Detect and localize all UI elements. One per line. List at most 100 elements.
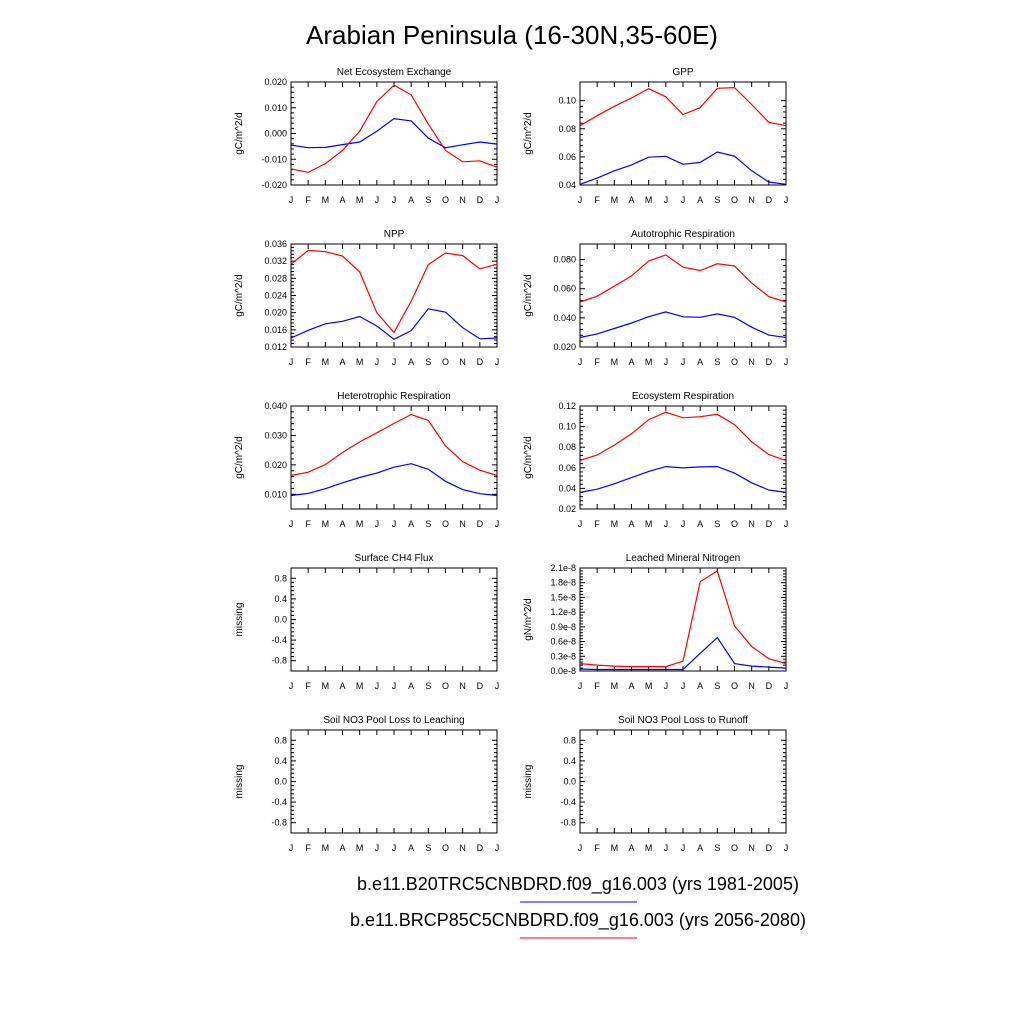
x-tick-label: N bbox=[748, 519, 755, 529]
series-line-2 bbox=[579, 411, 787, 461]
x-tick-label: F bbox=[305, 519, 311, 529]
y-tick-label: 2.1e-8 bbox=[550, 563, 576, 573]
y-tick-label: 0.10 bbox=[558, 422, 576, 432]
x-tick-label: M bbox=[645, 843, 653, 853]
series-line-2 bbox=[579, 569, 787, 668]
x-tick-label: M bbox=[645, 681, 653, 691]
x-tick-label: A bbox=[339, 843, 345, 853]
panel-leached-mineral-nitrogen: Leached Mineral Nitrogen 0.0e-8 0.3e-8 0.6e… bbox=[523, 553, 788, 691]
y-tick-label: 0.028 bbox=[264, 273, 287, 283]
series-line-2 bbox=[579, 254, 787, 303]
x-tick-label: J bbox=[495, 519, 500, 529]
panel-ecosystem-respiration: Ecosystem Respiration 0.02 0.04 0.06 0.08 0.1… bbox=[523, 391, 788, 529]
x-tick-label: J bbox=[578, 357, 583, 367]
y-tick-label: 0.020 bbox=[264, 460, 287, 470]
series-line-1 bbox=[579, 311, 787, 339]
x-tick-label: A bbox=[697, 357, 703, 367]
x-tick-label: S bbox=[714, 681, 720, 691]
x-tick-label: D bbox=[477, 357, 484, 367]
y-tick-label: 0.016 bbox=[264, 325, 287, 335]
y-tick-label: 0.020 bbox=[553, 342, 576, 352]
x-tick-label: M bbox=[611, 681, 619, 691]
y-axis-label: gC/m^2/d bbox=[523, 436, 534, 479]
y-axis-label: missing bbox=[234, 765, 245, 799]
x-tick-label: A bbox=[339, 681, 345, 691]
y-tick-label: 1.8e-8 bbox=[550, 578, 576, 588]
x-tick-label: M bbox=[611, 357, 619, 367]
x-tick-label: M bbox=[611, 195, 619, 205]
x-tick-label: N bbox=[748, 843, 755, 853]
x-tick-label: F bbox=[594, 357, 600, 367]
x-tick-label: F bbox=[594, 195, 600, 205]
x-tick-label: S bbox=[714, 357, 720, 367]
y-tick-label: 0.02 bbox=[558, 504, 576, 514]
panel-title: Surface CH4 Flux bbox=[355, 553, 434, 564]
x-tick-label: A bbox=[697, 681, 703, 691]
x-tick-label: A bbox=[339, 195, 345, 205]
x-tick-label: J bbox=[664, 681, 669, 691]
legend: b.e11.B20TRC5CNBDRD.f09_g16.003 (yrs 198… bbox=[350, 874, 806, 939]
panel-soil-no3-pool-loss-to-runoff: Soil NO3 Pool Loss to Runoff -0.8 -0.4 0.0 0… bbox=[523, 715, 788, 853]
panel-title: Heterotrophic Respiration bbox=[337, 391, 450, 402]
panel-title: Leached Mineral Nitrogen bbox=[626, 553, 741, 564]
x-tick-label: D bbox=[766, 357, 773, 367]
x-tick-label: D bbox=[477, 681, 484, 691]
y-tick-label: 0.0 bbox=[274, 777, 287, 787]
x-tick-label: F bbox=[305, 195, 311, 205]
y-tick-label: 0.020 bbox=[264, 308, 287, 318]
x-tick-label: A bbox=[408, 519, 414, 529]
x-tick-label: O bbox=[442, 357, 449, 367]
x-tick-label: J bbox=[681, 519, 686, 529]
panel-title: Soil NO3 Pool Loss to Leaching bbox=[323, 715, 464, 726]
x-tick-label: M bbox=[322, 843, 330, 853]
x-tick-label: A bbox=[408, 843, 414, 853]
x-tick-label: D bbox=[766, 843, 773, 853]
panels-group: Net Ecosystem Exchange -0.020 -0.010 0.000 0… bbox=[234, 67, 788, 853]
x-tick-label: J bbox=[784, 519, 789, 529]
plot-frame bbox=[579, 243, 787, 348]
x-tick-label: F bbox=[594, 843, 600, 853]
x-tick-label: S bbox=[425, 681, 431, 691]
x-tick-label: A bbox=[628, 843, 634, 853]
x-tick-label: J bbox=[392, 195, 397, 205]
y-axis-label: gC/m^2/d bbox=[234, 436, 245, 479]
y-tick-label: 0.030 bbox=[264, 430, 287, 440]
x-tick-label: J bbox=[289, 357, 294, 367]
x-tick-label: J bbox=[495, 195, 500, 205]
x-tick-label: J bbox=[784, 195, 789, 205]
x-tick-label: M bbox=[645, 357, 653, 367]
x-tick-label: A bbox=[697, 843, 703, 853]
x-tick-label: D bbox=[477, 519, 484, 529]
panel-title: Ecosystem Respiration bbox=[632, 391, 734, 402]
plot-frame bbox=[579, 81, 787, 186]
x-tick-label: J bbox=[375, 195, 380, 205]
y-tick-label: 0.3e-8 bbox=[550, 651, 576, 661]
y-tick-label: 0.8 bbox=[274, 735, 287, 745]
x-tick-label: M bbox=[356, 357, 364, 367]
x-tick-label: O bbox=[442, 843, 449, 853]
x-tick-label: J bbox=[664, 843, 669, 853]
panel-soil-no3-pool-loss-to-leaching: Soil NO3 Pool Loss to Leaching -0.8 -0.4 0.… bbox=[234, 715, 499, 853]
x-tick-label: M bbox=[645, 195, 653, 205]
x-tick-label: M bbox=[611, 843, 619, 853]
y-tick-label: 0.020 bbox=[264, 77, 287, 87]
y-tick-label: 1.2e-8 bbox=[550, 607, 576, 617]
x-tick-label: A bbox=[339, 357, 345, 367]
y-axis-label: missing bbox=[234, 603, 245, 637]
y-tick-label: 0.06 bbox=[558, 463, 576, 473]
plot-frame bbox=[579, 729, 787, 834]
y-tick-label: 0.010 bbox=[264, 103, 287, 113]
x-tick-label: J bbox=[664, 195, 669, 205]
y-tick-label: -0.4 bbox=[271, 797, 287, 807]
plot-frame bbox=[579, 567, 787, 672]
series-line-1 bbox=[290, 117, 498, 149]
y-tick-label: 0.080 bbox=[553, 255, 576, 265]
y-tick-label: -0.8 bbox=[271, 818, 287, 828]
x-tick-label: J bbox=[375, 519, 380, 529]
y-tick-label: -0.020 bbox=[261, 180, 287, 190]
x-tick-label: M bbox=[322, 681, 330, 691]
x-tick-label: N bbox=[459, 519, 466, 529]
series-line-2 bbox=[290, 84, 498, 174]
x-tick-label: A bbox=[628, 195, 634, 205]
